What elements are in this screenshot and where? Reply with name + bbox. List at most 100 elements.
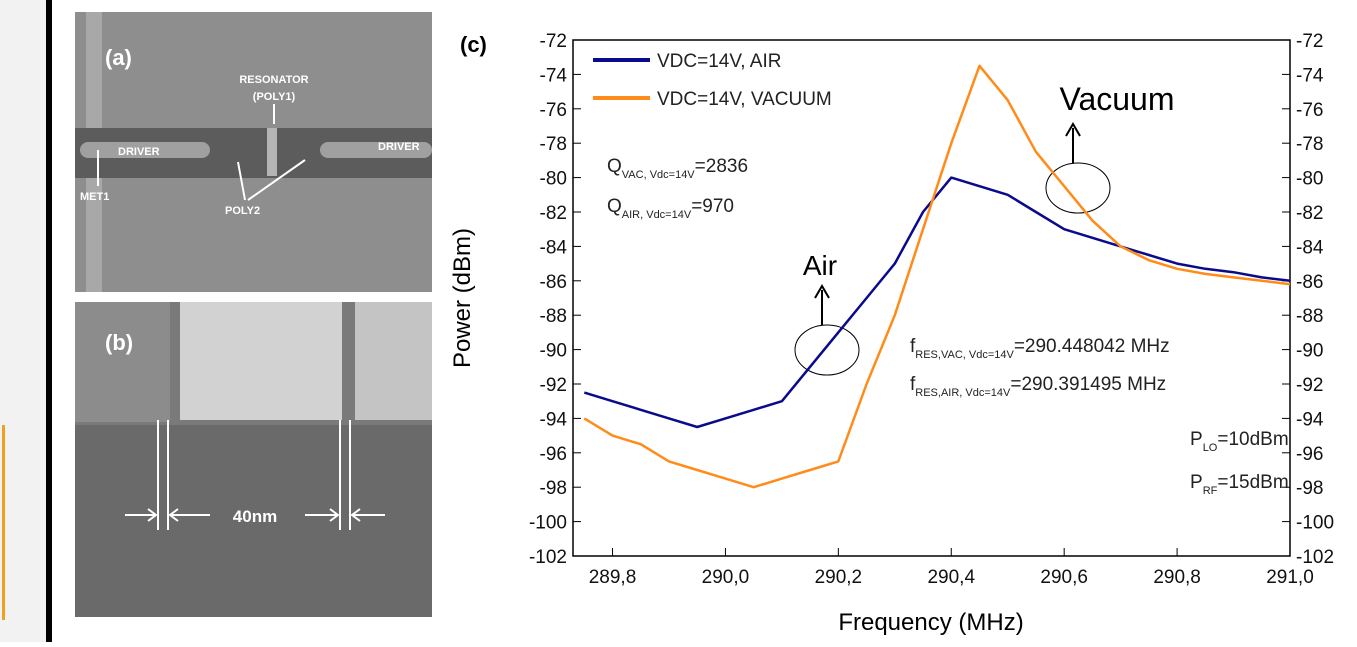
x-tick-label: 290,6 bbox=[1040, 567, 1088, 588]
y-tick-label: -102 bbox=[529, 547, 567, 568]
legend-label: VDC=14V, VACUUM bbox=[657, 89, 832, 110]
y-tick-label: -78 bbox=[540, 134, 567, 155]
annotation: fRES,VAC, Vdc=14V=290.448042 MHz bbox=[910, 336, 1170, 361]
y2-tick-label: -102 bbox=[1296, 547, 1334, 568]
data-line bbox=[583, 64, 1291, 489]
image-label: (POLY1) bbox=[253, 91, 296, 103]
y2-tick-label: -72 bbox=[1296, 31, 1323, 52]
y2-tick-label: -78 bbox=[1296, 134, 1323, 155]
panel-label: (a) bbox=[105, 45, 132, 70]
y2-tick-label: -88 bbox=[1296, 306, 1323, 327]
annotation-part: =15dBm bbox=[1217, 472, 1288, 493]
x-tick-label: 290,4 bbox=[927, 567, 975, 588]
annotation-part: P bbox=[1190, 472, 1203, 493]
plot-frame bbox=[572, 39, 1291, 557]
annotation: PLO=10dBm bbox=[1190, 429, 1289, 454]
image-label: 40nm bbox=[233, 507, 277, 526]
y-axis-title: Power (dBm) bbox=[449, 228, 476, 368]
y-tick-label: -94 bbox=[540, 409, 568, 430]
y2-tick-label: -80 bbox=[1296, 169, 1323, 190]
annotation-part: Q bbox=[607, 156, 622, 177]
y-tick-label: -72 bbox=[540, 31, 567, 52]
annotation-part: AIR, Vdc=14V bbox=[622, 209, 692, 221]
annotation-part: RF bbox=[1203, 485, 1218, 497]
callout-ellipse bbox=[794, 324, 860, 376]
side-strip bbox=[0, 0, 46, 642]
sem-structure bbox=[320, 142, 432, 158]
annotation: QVAC, Vdc=14V=2836 bbox=[607, 156, 748, 181]
annotation-part: =290.391495 MHz bbox=[1010, 374, 1166, 395]
annotation-part: Q bbox=[607, 196, 622, 217]
pointer bbox=[247, 159, 306, 201]
annotation-part: =970 bbox=[691, 196, 734, 217]
annotation-part: =10dBm bbox=[1217, 429, 1288, 450]
annotation: QAIR, Vdc=14V=970 bbox=[607, 196, 734, 221]
annotation: PRF=15dBm bbox=[1190, 472, 1289, 497]
sem-structure bbox=[180, 302, 342, 420]
x-tick-label: 290,0 bbox=[702, 567, 750, 588]
annotation-part: RES,VAC, Vdc=14V bbox=[915, 349, 1014, 361]
callout-label: Vacuum bbox=[1059, 81, 1174, 117]
x-tick-label: 290,2 bbox=[815, 567, 863, 588]
y2-tick-label: -84 bbox=[1296, 237, 1324, 258]
callout-arrow bbox=[1065, 122, 1081, 163]
y-tick-label: -100 bbox=[529, 513, 567, 534]
y2-tick-label: -92 bbox=[1296, 375, 1323, 396]
chart: (c) Frequency (MHz) Power (dBm) -102 -100… bbox=[449, 31, 1334, 636]
annotation-part: =2836 bbox=[695, 156, 748, 177]
y2-tick-label: -94 bbox=[1296, 409, 1324, 430]
y-tick-label: -98 bbox=[540, 478, 567, 499]
annotation-part: f bbox=[910, 336, 916, 357]
y-tick-label: -74 bbox=[540, 65, 568, 86]
y2-tick-label: -100 bbox=[1296, 513, 1334, 534]
callout-ellipse bbox=[1045, 162, 1111, 214]
image-label: RESONATOR bbox=[239, 74, 308, 86]
panel-label: (c) bbox=[460, 32, 487, 57]
callout-label: Air bbox=[803, 250, 837, 281]
pointer bbox=[237, 161, 246, 201]
legend-label: VDC=14V, AIR bbox=[657, 51, 781, 72]
annotation: fRES,AIR, Vdc=14V=290.391495 MHz bbox=[910, 374, 1166, 399]
sem-structure bbox=[75, 302, 170, 422]
x-tick-label: 290,8 bbox=[1153, 567, 1201, 588]
y-tick-label: -92 bbox=[540, 375, 567, 396]
y2-tick-label: -86 bbox=[1296, 272, 1323, 293]
y2-tick-label: -76 bbox=[1296, 100, 1323, 121]
y-tick-label: -86 bbox=[540, 272, 567, 293]
y2-tick-label: -74 bbox=[1296, 65, 1324, 86]
image-label: MET1 bbox=[80, 191, 109, 203]
y-tick-label: -88 bbox=[540, 306, 567, 327]
annotation-part: VAC, Vdc=14V bbox=[622, 169, 696, 181]
annotation-part: LO bbox=[1203, 442, 1218, 454]
x-axis-title: Frequency (MHz) bbox=[838, 609, 1023, 636]
y2-tick-label: -98 bbox=[1296, 478, 1323, 499]
y-tick-label: -96 bbox=[540, 444, 567, 465]
y2-tick-label: -96 bbox=[1296, 444, 1323, 465]
sem-structure bbox=[267, 128, 277, 176]
y2-tick-label: -82 bbox=[1296, 203, 1323, 224]
y-tick-label: -76 bbox=[540, 100, 567, 121]
arrows bbox=[125, 508, 385, 522]
y-tick-label: -80 bbox=[540, 169, 567, 190]
x-tick-label: 291,0 bbox=[1266, 567, 1314, 588]
y2-tick-label: -90 bbox=[1296, 341, 1323, 362]
panel-label: (b) bbox=[105, 330, 133, 355]
y-tick-label: -90 bbox=[540, 341, 567, 362]
data-line bbox=[583, 176, 1291, 429]
sem-structure bbox=[75, 425, 432, 617]
x-tick-label: 289,8 bbox=[589, 567, 637, 588]
image-label: DRIVER bbox=[118, 146, 160, 158]
panel-a: (a) RESONATOR (POLY1) DRIVER DRIVER MET1… bbox=[75, 12, 432, 292]
annotation-part: =290.448042 MHz bbox=[1014, 336, 1170, 357]
image-label: DRIVER bbox=[378, 141, 420, 153]
sem-structure bbox=[80, 142, 210, 158]
side-accent bbox=[2, 425, 5, 620]
annotation-part: f bbox=[910, 374, 916, 395]
sem-structure bbox=[355, 302, 432, 420]
callout-arrow bbox=[814, 284, 830, 325]
divider bbox=[46, 0, 52, 642]
image-label: POLY2 bbox=[225, 205, 260, 217]
annotation-part: P bbox=[1190, 429, 1203, 450]
y-tick-label: -84 bbox=[540, 237, 568, 258]
